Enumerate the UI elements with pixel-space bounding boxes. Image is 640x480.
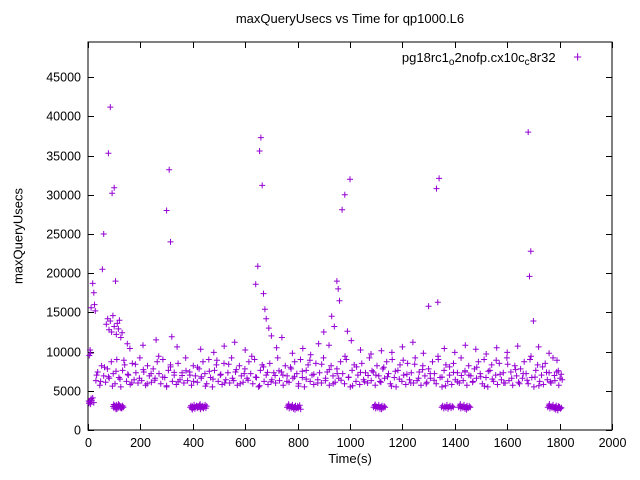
svg-text:1000: 1000: [337, 436, 365, 450]
svg-text:25000: 25000: [46, 228, 81, 242]
svg-text:40000: 40000: [46, 110, 81, 124]
svg-text:10000: 10000: [46, 346, 81, 360]
svg-text:5000: 5000: [53, 385, 81, 399]
legend-label-part: 8r32: [529, 50, 556, 65]
legend-label-part: 2nofp.cx10c: [454, 50, 525, 65]
svg-text:600: 600: [235, 436, 256, 450]
svg-text:800: 800: [288, 436, 309, 450]
legend-label-sub: c: [524, 57, 530, 68]
svg-text:45000: 45000: [46, 71, 81, 85]
svg-text:1200: 1200: [389, 436, 417, 450]
legend-label-part: pg18rc1: [401, 50, 449, 65]
legend-label: pg18rc1o2nofp.cx10cc8r32: [401, 50, 559, 68]
legend-label-sub: o: [448, 57, 455, 68]
svg-text:20000: 20000: [46, 267, 81, 281]
x-axis-label: Time(s): [328, 451, 372, 466]
svg-text:1400: 1400: [442, 436, 470, 450]
svg-text:2000: 2000: [599, 436, 627, 450]
legend-plus-marker-icon: +: [573, 49, 582, 66]
svg-text:200: 200: [130, 436, 151, 450]
chart-title: maxQueryUsecs vs Time for qp1000.L6: [235, 11, 465, 26]
svg-text:400: 400: [183, 436, 204, 450]
svg-text:1800: 1800: [547, 436, 575, 450]
svg-text:1600: 1600: [494, 436, 522, 450]
svg-text:0: 0: [74, 424, 81, 438]
legend: pg18rc1o2nofp.cx10cc8r32 +: [402, 49, 582, 68]
svg-text:30000: 30000: [46, 189, 81, 203]
svg-text:15000: 15000: [46, 306, 81, 320]
svg-text:0: 0: [85, 436, 92, 450]
svg-text:35000: 35000: [46, 150, 81, 164]
